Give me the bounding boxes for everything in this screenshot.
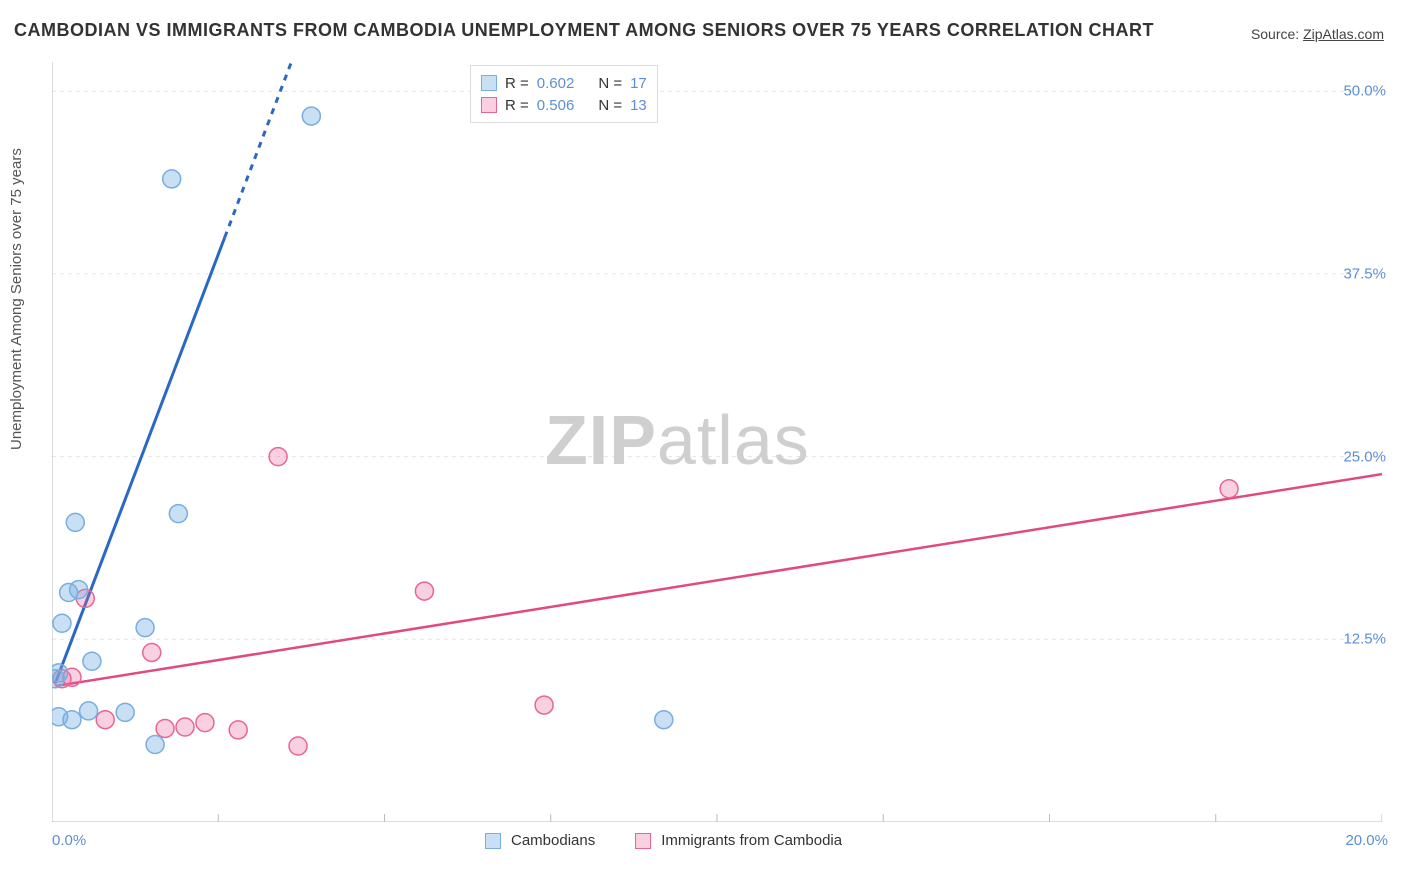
legend-label-immigrants: Immigrants from Cambodia	[661, 832, 842, 849]
r-value: 0.506	[537, 97, 575, 114]
chart-title: CAMBODIAN VS IMMIGRANTS FROM CAMBODIA UN…	[14, 20, 1154, 41]
source-link[interactable]: ZipAtlas.com	[1303, 26, 1384, 42]
r-value: 0.602	[537, 75, 575, 92]
r-label: R =	[505, 75, 529, 92]
legend-label-cambodians: Cambodians	[511, 832, 595, 849]
scatter-plot	[52, 62, 1382, 822]
swatch-icon	[485, 833, 501, 849]
x-tick-label: 0.0%	[52, 832, 86, 849]
y-tick-label: 12.5%	[1343, 631, 1386, 648]
source-label: Source:	[1251, 26, 1303, 42]
n-label: N =	[598, 75, 622, 92]
n-value: 13	[630, 97, 647, 114]
y-tick-label: 37.5%	[1343, 265, 1386, 282]
n-value: 17	[630, 75, 647, 92]
source-attribution: Source: ZipAtlas.com	[1251, 26, 1384, 42]
x-tick-label: 20.0%	[1345, 832, 1388, 849]
y-tick-label: 25.0%	[1343, 448, 1386, 465]
swatch-icon	[635, 833, 651, 849]
series-legend: Cambodians Immigrants from Cambodia	[485, 832, 842, 849]
swatch-icon	[481, 75, 497, 91]
legend-row-cambodians: R = 0.602 N = 17	[481, 72, 647, 94]
legend-row-immigrants: R = 0.506 N = 13	[481, 94, 647, 116]
n-label: N =	[598, 97, 622, 114]
correlation-legend: R = 0.602 N = 17 R = 0.506 N = 13	[470, 65, 658, 123]
y-tick-label: 50.0%	[1343, 83, 1386, 100]
y-axis-label: Unemployment Among Seniors over 75 years	[8, 148, 25, 450]
swatch-icon	[481, 97, 497, 113]
r-label: R =	[505, 97, 529, 114]
